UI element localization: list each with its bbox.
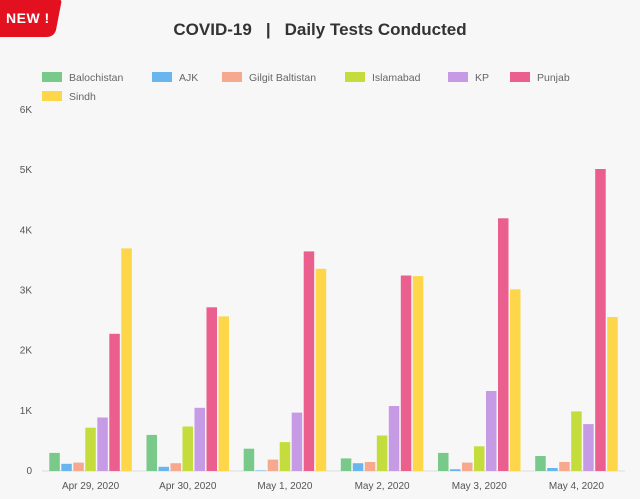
legend-swatch (222, 72, 242, 82)
bar (49, 452, 60, 471)
bar (535, 456, 546, 471)
bar (547, 468, 558, 471)
chart-title-separator: | (265, 20, 271, 39)
bar (97, 417, 108, 471)
bar (352, 463, 364, 471)
bar (85, 427, 96, 471)
bar (583, 424, 594, 471)
bar (450, 469, 461, 471)
bar (400, 275, 412, 471)
legend-swatch (448, 72, 468, 82)
legend-label: KP (475, 72, 489, 84)
new-badge-label: NEW ! (6, 10, 50, 26)
bar (109, 333, 120, 471)
y-tick-label: 5K (20, 165, 33, 176)
bar (303, 251, 315, 471)
y-tick-label: 3K (20, 286, 33, 297)
legend-label: Balochistan (69, 72, 123, 84)
bar (279, 442, 291, 471)
bar (510, 289, 521, 471)
bar (559, 462, 570, 471)
bar (388, 406, 400, 471)
bar (340, 458, 352, 471)
chart-title-sub: Daily Tests Conducted (284, 20, 467, 39)
bar (474, 446, 485, 471)
bar (61, 463, 72, 471)
legend-label: Gilgit Baltistan (249, 72, 316, 84)
bar (182, 426, 193, 471)
y-tick-label: 2K (20, 346, 33, 357)
chart-title: COVID-19 | Daily Tests Conducted (0, 20, 640, 40)
bar (194, 407, 205, 471)
bar (595, 169, 606, 471)
bar (218, 316, 229, 471)
x-tick-label: May 4, 2020 (549, 481, 604, 492)
new-badge-shape (0, 0, 62, 37)
chart-title-main: COVID-19 (173, 20, 252, 39)
bar (73, 462, 84, 471)
legend-swatch (42, 72, 62, 82)
legend-swatch (152, 72, 172, 82)
bar (255, 470, 267, 471)
bar (438, 452, 449, 471)
bar (412, 276, 424, 471)
bar (158, 466, 169, 471)
bar (121, 248, 132, 471)
bar (170, 463, 181, 471)
bar (376, 435, 388, 471)
bar (364, 462, 376, 471)
bar (571, 411, 582, 471)
y-tick-label: 1K (20, 406, 33, 417)
legend-label: Punjab (537, 72, 570, 84)
bar (243, 448, 255, 471)
y-tick-label: 4K (20, 225, 33, 236)
bar (315, 268, 327, 471)
bar (498, 218, 509, 471)
y-tick-label: 6K (20, 105, 33, 116)
bar (291, 412, 303, 471)
legend-label: Islamabad (372, 72, 421, 84)
bar (607, 317, 618, 471)
legend-label: Sindh (69, 91, 96, 103)
legend-swatch (345, 72, 365, 82)
bar (146, 434, 157, 471)
new-badge: NEW ! (0, 0, 62, 38)
bar (206, 307, 217, 471)
legend-swatch (510, 72, 530, 82)
bar (486, 391, 497, 471)
x-tick-label: May 2, 2020 (355, 481, 410, 492)
bar (267, 459, 279, 471)
legend-label: AJK (179, 72, 198, 84)
x-tick-label: Apr 30, 2020 (159, 481, 217, 492)
legend-swatch (42, 91, 62, 101)
x-tick-label: May 3, 2020 (452, 481, 507, 492)
y-tick-label: 0 (26, 466, 32, 477)
x-tick-label: May 1, 2020 (257, 481, 312, 492)
x-tick-label: Apr 29, 2020 (62, 481, 120, 492)
bar (462, 462, 473, 471)
